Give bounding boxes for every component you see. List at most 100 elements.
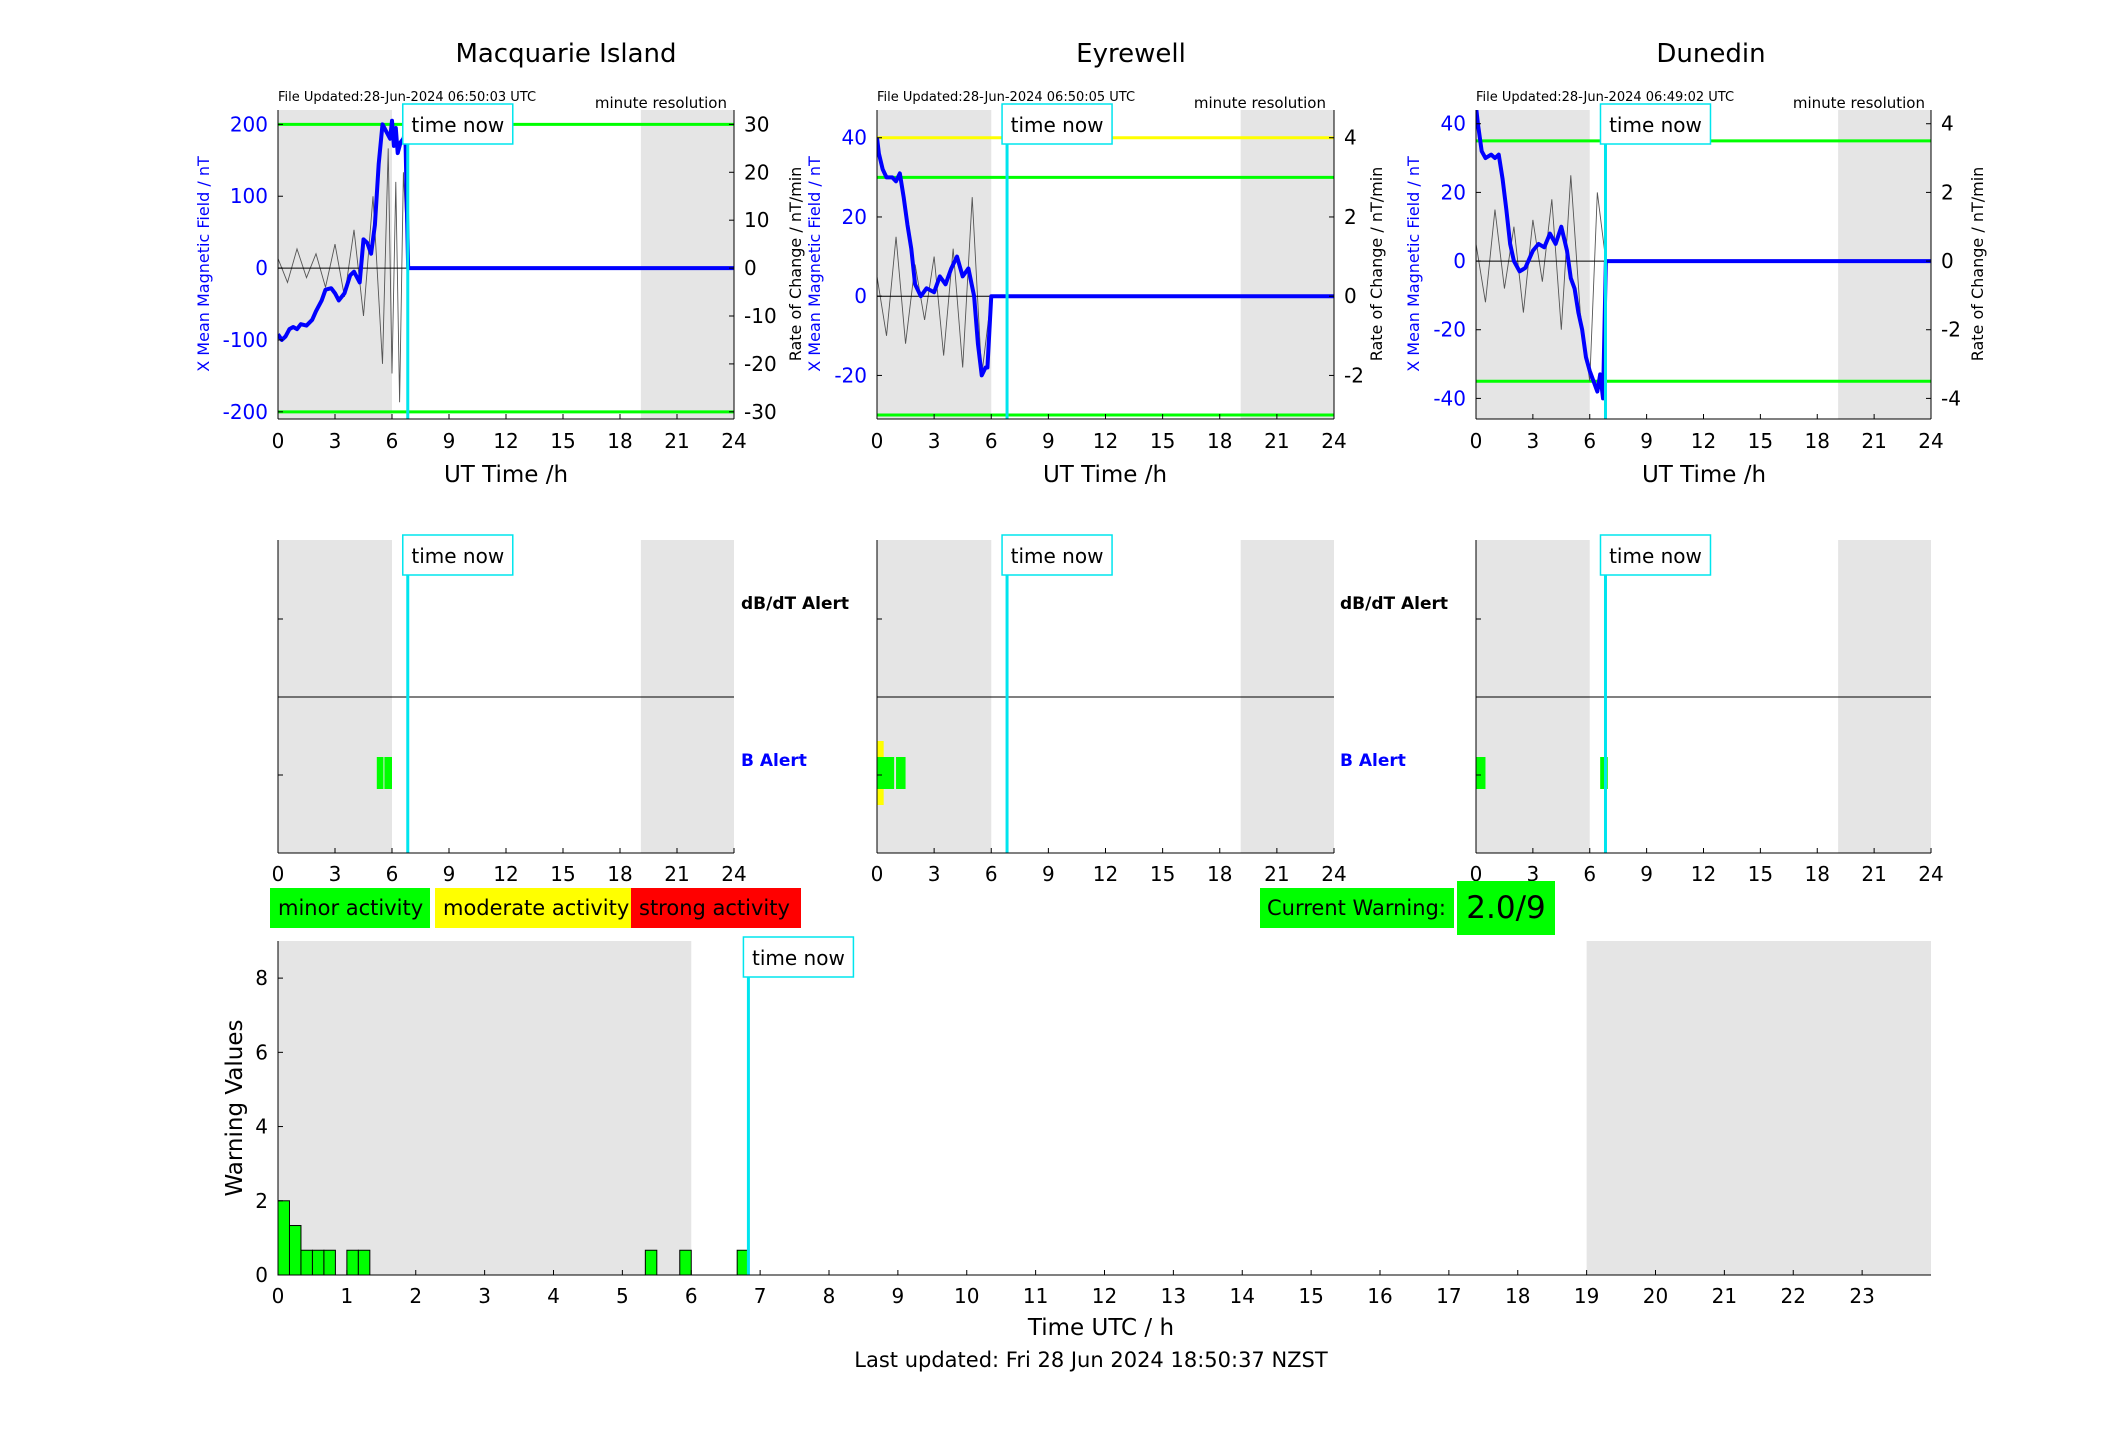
time-now-label: time now	[411, 544, 504, 568]
x-tick-label: 6	[985, 862, 998, 886]
x-axis-label: UT Time /h	[1642, 462, 1766, 488]
magnetic-field-line	[1476, 110, 1931, 401]
right-y-tick-label: 20	[744, 160, 769, 184]
x-tick-label: 21	[1264, 862, 1289, 886]
y-tick-label: -40	[1433, 386, 1466, 410]
y-tick-label: 4	[255, 1115, 268, 1139]
station-title: Dunedin	[1656, 39, 1765, 69]
x-tick-label: 3	[329, 429, 342, 453]
x-tick-label: 3	[928, 862, 941, 886]
eyrewell-alert-panel: time now 0 3 6 9 12 15 18 21 24	[871, 534, 1347, 886]
y-tick-label: 6	[255, 1040, 268, 1064]
time-now-label-box	[1599, 534, 1712, 576]
x-tick-label: 15	[1150, 429, 1175, 453]
file-updated-label: File Updated:28-Jun-2024 06:50:05 UTC	[877, 90, 1135, 105]
x-tick-label: 24	[1321, 429, 1346, 453]
x-tick-label: 12	[493, 429, 518, 453]
resolution-label: minute resolution	[1793, 94, 1925, 112]
x-tick-label: 6	[985, 429, 998, 453]
warning-bar	[288, 1225, 302, 1276]
station-title: Macquarie Island	[455, 39, 676, 69]
right-y-tick-label: -20	[744, 352, 777, 376]
right-axis-label: Rate of Change / nT/min	[1968, 167, 1987, 362]
b-alert-bar	[896, 757, 906, 789]
x-tick-label: 9	[1640, 429, 1653, 453]
x-tick-label: 9	[1042, 862, 1055, 886]
b-alert-bar	[877, 757, 895, 789]
x-tick-label: 0	[272, 862, 285, 886]
x-tick-label: 6	[386, 429, 399, 453]
x-tick-label: 12	[493, 862, 518, 886]
last-updated-footer: Last updated: Fri 28 Jun 2024 18:50:37 N…	[854, 1348, 1328, 1372]
right-y-tick-label: 30	[744, 112, 769, 136]
right-y-tick-label: -30	[744, 400, 777, 424]
x-tick-label: 6	[685, 1284, 698, 1308]
x-tick-label: 21	[1861, 862, 1886, 886]
x-tick-label: 18	[1805, 862, 1830, 886]
x-tick-label: 15	[550, 429, 575, 453]
x-tick-label: 3	[478, 1284, 491, 1308]
night-shading	[1240, 110, 1334, 419]
time-now-label: time now	[411, 113, 504, 137]
x-tick-label: 3	[329, 862, 342, 886]
y-tick-label: 20	[842, 205, 867, 229]
time-now-label-box	[402, 103, 514, 145]
warning-y-axis-label: Warning Values	[222, 1019, 248, 1196]
warning-bar	[323, 1249, 336, 1276]
x-tick-label: 12	[1093, 862, 1118, 886]
resolution-label: minute resolution	[1194, 94, 1326, 112]
time-now-label-box	[1599, 103, 1712, 145]
night-shading	[1586, 941, 1931, 1275]
x-tick-label: 19	[1574, 1284, 1599, 1308]
y-tick-label: 100	[230, 184, 268, 208]
x-tick-label: 0	[871, 429, 884, 453]
right-y-tick-label: -10	[744, 304, 777, 328]
x-tick-label: 3	[928, 429, 941, 453]
time-now-label: time now	[752, 946, 845, 970]
current-warning-box: Current Warning: 2.0/9	[1260, 881, 1555, 935]
time-now-label: time now	[1609, 544, 1702, 568]
y-tick-label: -20	[1433, 318, 1466, 342]
x-tick-label: 9	[1640, 862, 1653, 886]
y-tick-label: -20	[834, 363, 867, 387]
x-tick-label: 24	[1321, 862, 1346, 886]
time-now-label: time now	[1609, 113, 1702, 137]
current-warning-label: Current Warning:	[1260, 888, 1454, 928]
x-tick-label: 23	[1849, 1284, 1874, 1308]
right-y-tick-label: 2	[1941, 180, 1954, 204]
x-tick-label: 0	[871, 862, 884, 886]
y-tick-label: 2	[255, 1189, 268, 1213]
x-tick-label: 10	[954, 1284, 979, 1308]
y-tick-label: 40	[1441, 112, 1466, 136]
x-tick-label: 14	[1230, 1284, 1255, 1308]
legend-minor-activity: minor activity	[270, 888, 430, 928]
y-tick-label: 20	[1441, 180, 1466, 204]
x-tick-label: 6	[1583, 429, 1596, 453]
x-tick-label: 18	[1207, 862, 1232, 886]
b-alert-label: B Alert	[741, 751, 807, 771]
right-y-tick-label: 4	[1941, 112, 1954, 136]
x-tick-label: 12	[1093, 429, 1118, 453]
station-title: Eyrewell	[1076, 39, 1186, 69]
y-tick-label: 40	[842, 126, 867, 150]
x-tick-label: 9	[892, 1284, 905, 1308]
x-tick-label: 6	[386, 862, 399, 886]
x-tick-label: 1	[341, 1284, 354, 1308]
file-updated-label: File Updated:28-Jun-2024 06:49:02 UTC	[1476, 90, 1734, 105]
x-tick-label: 12	[1092, 1284, 1117, 1308]
night-shading	[278, 110, 392, 419]
x-tick-label: 24	[1918, 862, 1943, 886]
x-tick-label: 21	[664, 429, 689, 453]
night-shading	[278, 941, 692, 1275]
x-tick-label: 0	[272, 429, 285, 453]
x-tick-label: 18	[607, 862, 632, 886]
dunedin-panel: Dunedin File Updated:28-Jun-2024 06:49:0…	[1404, 39, 1987, 488]
left-axis-label: X Mean Magnetic Field / nT	[805, 156, 824, 372]
x-tick-label: 21	[1861, 429, 1886, 453]
y-tick-label: 0	[854, 284, 867, 308]
right-y-tick-label: 2	[1344, 205, 1357, 229]
left-axis-label: X Mean Magnetic Field / nT	[1404, 156, 1423, 372]
warning-bar	[357, 1249, 371, 1276]
time-now-label-box	[742, 936, 855, 978]
time-now-label-box	[1001, 103, 1113, 145]
